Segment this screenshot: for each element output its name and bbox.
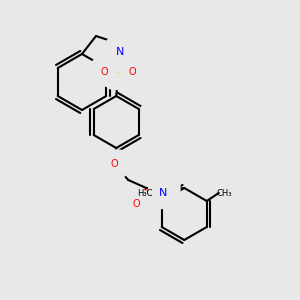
Text: O: O: [128, 67, 136, 77]
Text: N: N: [116, 47, 124, 57]
Text: N: N: [159, 188, 167, 198]
Text: CH₃: CH₃: [216, 188, 232, 197]
Text: O: O: [100, 67, 108, 77]
Text: O: O: [110, 159, 118, 169]
Text: H: H: [164, 181, 171, 191]
Text: H₃C: H₃C: [137, 188, 152, 197]
Text: O: O: [132, 199, 140, 209]
Text: S: S: [115, 69, 122, 79]
